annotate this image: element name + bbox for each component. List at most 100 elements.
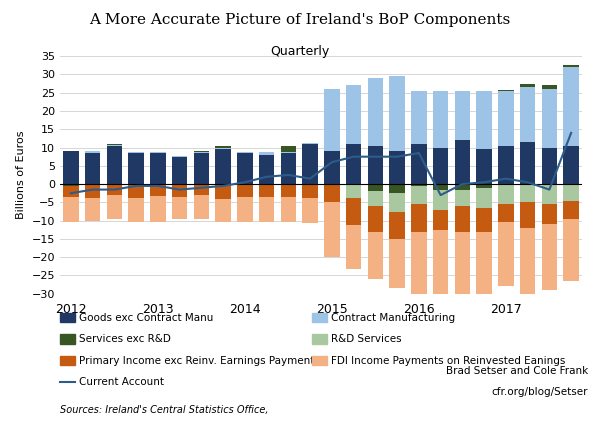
Bar (433, 148, 448, 184)
Bar (411, 144, 427, 184)
Bar (107, 195, 122, 219)
Bar (281, 184, 296, 197)
Bar (433, 210, 448, 230)
Bar (411, 232, 427, 301)
Bar (281, 197, 296, 222)
Text: Primary Income exc Reinv. Earnings Payments: Primary Income exc Reinv. Earnings Payme… (79, 356, 320, 366)
Bar (542, 148, 557, 184)
Bar (346, 185, 361, 198)
Bar (433, 190, 448, 210)
Bar (476, 149, 492, 184)
Bar (128, 198, 144, 222)
Bar (346, 144, 361, 184)
Bar (368, 78, 383, 146)
Bar (172, 197, 187, 219)
Y-axis label: Billions of Euros: Billions of Euros (16, 131, 26, 219)
Bar (389, 239, 405, 288)
Bar (128, 184, 144, 185)
Bar (324, 202, 340, 257)
Bar (368, 206, 383, 232)
Bar (237, 152, 253, 153)
Text: FDI Income Payments on Reinvested Eanings: FDI Income Payments on Reinvested Eaning… (331, 356, 566, 366)
Bar (498, 90, 514, 91)
Bar (498, 204, 514, 222)
Bar (237, 153, 253, 184)
Bar (476, 91, 492, 149)
Bar (498, 184, 514, 204)
Bar (172, 157, 187, 184)
Bar (563, 200, 579, 219)
Text: Current Account: Current Account (79, 377, 164, 388)
Bar (63, 184, 79, 186)
Bar (324, 184, 340, 202)
Bar (476, 184, 492, 188)
Bar (63, 151, 79, 184)
Bar (150, 184, 166, 185)
Bar (498, 146, 514, 184)
Bar (281, 153, 296, 184)
Bar (433, 230, 448, 327)
Bar (302, 184, 318, 185)
Text: Services exc R&D: Services exc R&D (79, 334, 171, 344)
Bar (302, 144, 318, 184)
Bar (520, 87, 535, 142)
Bar (520, 83, 535, 87)
Bar (411, 184, 427, 186)
Bar (150, 153, 166, 184)
Bar (520, 142, 535, 184)
Bar (281, 146, 296, 152)
Text: R&D Services: R&D Services (331, 334, 402, 344)
Bar (150, 196, 166, 222)
Bar (563, 67, 579, 146)
Bar (542, 184, 557, 204)
Bar (411, 204, 427, 232)
Bar (455, 140, 470, 184)
Bar (259, 184, 274, 197)
Bar (476, 188, 492, 208)
Text: Quarterly: Quarterly (271, 45, 329, 58)
Bar (172, 184, 187, 197)
Bar (259, 197, 274, 222)
Bar (563, 219, 579, 281)
Bar (302, 197, 318, 223)
Text: cfr.org/blog/Setser: cfr.org/blog/Setser (491, 388, 588, 397)
Bar (389, 151, 405, 184)
Bar (215, 148, 231, 149)
Bar (542, 86, 557, 89)
Bar (346, 184, 361, 185)
Bar (85, 151, 100, 153)
Bar (237, 184, 253, 197)
Bar (520, 184, 535, 202)
Bar (542, 224, 557, 290)
Bar (107, 144, 122, 145)
Bar (85, 184, 100, 185)
Bar (194, 153, 209, 184)
Text: Brad Setser and Cole Frank: Brad Setser and Cole Frank (446, 366, 588, 376)
Bar (346, 86, 361, 144)
Bar (107, 145, 122, 146)
Bar (302, 185, 318, 197)
Bar (215, 184, 231, 199)
Bar (389, 193, 405, 212)
Text: Contract Manufacturing: Contract Manufacturing (331, 312, 455, 323)
Bar (498, 222, 514, 286)
Bar (476, 208, 492, 232)
Bar (563, 146, 579, 184)
Bar (194, 151, 209, 152)
Bar (542, 89, 557, 148)
Bar (215, 199, 231, 222)
Bar (389, 76, 405, 151)
Bar (455, 184, 470, 190)
Bar (237, 197, 253, 222)
Bar (215, 146, 231, 148)
Bar (346, 198, 361, 226)
Text: Sources: Ireland's Central Statistics Office,: Sources: Ireland's Central Statistics Of… (60, 405, 269, 415)
Bar (433, 91, 448, 148)
Bar (455, 91, 470, 140)
Text: Goods exc Contract Manu: Goods exc Contract Manu (79, 312, 214, 323)
Bar (455, 190, 470, 206)
Bar (324, 89, 340, 151)
Bar (542, 204, 557, 224)
Bar (520, 202, 535, 228)
Text: A More Accurate Picture of Ireland's BoP Components: A More Accurate Picture of Ireland's BoP… (89, 13, 511, 27)
